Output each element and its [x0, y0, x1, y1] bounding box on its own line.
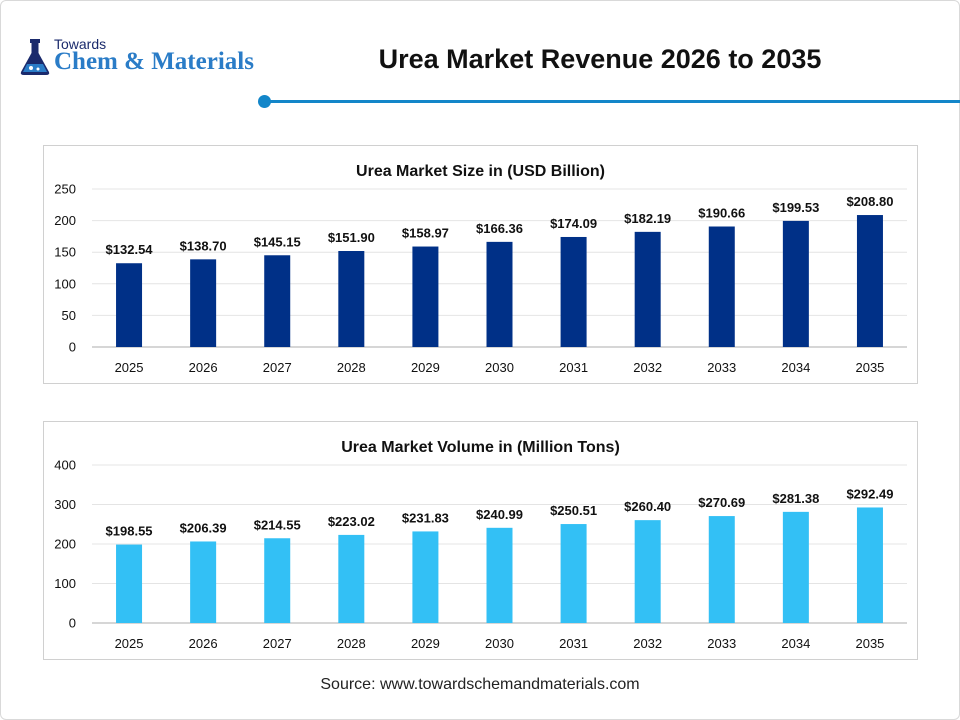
bar — [634, 520, 661, 623]
x-tick-label: 2034 — [781, 360, 810, 375]
data-label: $166.36 — [476, 221, 523, 236]
y-tick-label: 100 — [54, 576, 76, 591]
y-tick-label: 150 — [54, 245, 76, 260]
x-tick-label: 2029 — [411, 360, 440, 375]
bar — [708, 226, 735, 347]
x-tick-label: 2032 — [633, 636, 662, 651]
y-tick-label: 400 — [54, 458, 76, 473]
data-label: $270.69 — [698, 495, 745, 510]
bar — [116, 544, 143, 623]
market-volume-chart: 0 100 200 300 400 $198.55 2025 $206.39 2026 $214.… — [54, 458, 907, 651]
x-tick-label: 2028 — [337, 636, 366, 651]
chart-title: Urea Market Size in (USD Billion) — [356, 163, 605, 180]
chart-title: Urea Market Volume in (Million Tons) — [341, 439, 620, 456]
y-tick-label: 200 — [54, 213, 76, 228]
x-tick-label: 2034 — [781, 636, 810, 651]
x-tick-label: 2029 — [411, 636, 440, 651]
bar — [782, 220, 809, 347]
x-tick-label: 2026 — [189, 360, 218, 375]
data-label: $199.53 — [772, 200, 819, 215]
source-note: Source: www.towardschemandmaterials.com — [320, 676, 640, 693]
brand-logo: Towards Chem & Materials — [18, 36, 268, 80]
x-tick-label: 2033 — [707, 360, 736, 375]
bar — [560, 236, 587, 347]
bar — [116, 263, 143, 347]
page-title: Urea Market Revenue 2026 to 2035 — [378, 44, 822, 74]
bar — [486, 241, 513, 347]
bar — [264, 255, 291, 347]
data-label: $281.38 — [772, 491, 819, 506]
data-label: $158.97 — [402, 226, 449, 241]
bar — [412, 531, 439, 623]
data-label: $214.55 — [254, 517, 301, 532]
data-label: $231.83 — [402, 510, 449, 525]
x-tick-label: 2025 — [115, 360, 144, 375]
logo-big-text: Chem & Materials — [54, 48, 254, 75]
data-label: $292.49 — [846, 486, 893, 501]
x-tick-label: 2027 — [263, 636, 292, 651]
data-label: $260.40 — [624, 499, 671, 514]
market-volume-chart-panel: Urea Market Volume in (Million Tons) 0 10… — [43, 421, 918, 660]
x-tick-label: 2033 — [707, 636, 736, 651]
x-tick-label: 2027 — [263, 360, 292, 375]
y-tick-label: 250 — [54, 182, 76, 197]
y-tick-label: 0 — [69, 340, 76, 355]
data-label: $174.09 — [550, 216, 597, 231]
x-tick-label: 2031 — [559, 636, 588, 651]
bar — [412, 246, 439, 347]
data-label: $132.54 — [106, 242, 154, 257]
market-size-chart: 0 50 100 150 200 250 $132.54 2025 $138.70 2026 $14… — [54, 182, 907, 375]
data-label: $208.80 — [846, 194, 893, 209]
data-label: $151.90 — [328, 230, 375, 245]
bar — [338, 534, 365, 623]
x-tick-label: 2028 — [337, 360, 366, 375]
y-tick-label: 0 — [69, 616, 76, 631]
data-label: $138.70 — [180, 238, 227, 253]
data-label: $190.66 — [698, 206, 745, 221]
x-tick-label: 2030 — [485, 360, 514, 375]
flask-icon — [20, 39, 50, 75]
data-label: $198.55 — [106, 524, 153, 539]
y-tick-label: 100 — [54, 276, 76, 291]
bar — [856, 215, 883, 347]
data-label: $206.39 — [180, 520, 227, 535]
bar — [560, 524, 587, 623]
title-rule-dot — [258, 95, 271, 108]
x-tick-label: 2032 — [633, 360, 662, 375]
title-rule-line — [268, 100, 960, 103]
data-label: $223.02 — [328, 514, 375, 529]
bar — [338, 250, 365, 347]
bar — [782, 511, 809, 623]
bar — [708, 516, 735, 623]
y-tick-label: 50 — [62, 308, 76, 323]
data-label: $240.99 — [476, 507, 523, 522]
x-tick-label: 2030 — [485, 636, 514, 651]
data-label: $182.19 — [624, 211, 671, 226]
x-tick-label: 2035 — [855, 636, 884, 651]
x-tick-label: 2031 — [559, 360, 588, 375]
x-tick-label: 2026 — [189, 636, 218, 651]
data-label: $145.15 — [254, 234, 301, 249]
bar — [264, 538, 291, 623]
x-tick-label: 2025 — [115, 636, 144, 651]
bar — [190, 259, 217, 347]
bar — [634, 231, 661, 347]
x-tick-label: 2035 — [855, 360, 884, 375]
bar — [856, 507, 883, 623]
y-tick-label: 300 — [54, 497, 76, 512]
bar — [190, 541, 217, 623]
bar — [486, 527, 513, 623]
data-label: $250.51 — [550, 503, 597, 518]
logo-small-text: Towards — [54, 36, 107, 52]
y-tick-label: 200 — [54, 537, 76, 552]
market-size-chart-panel: Urea Market Size in (USD Billion) 0 50 100… — [43, 145, 918, 384]
